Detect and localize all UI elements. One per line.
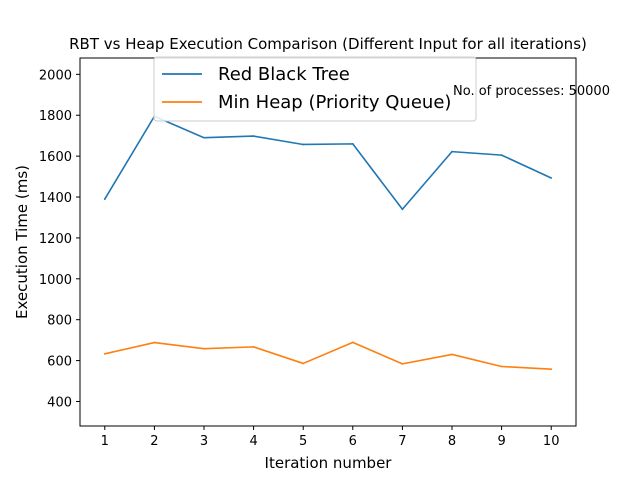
data-point: [351, 341, 354, 344]
data-point: [500, 365, 503, 368]
x-tick-label: 3: [200, 434, 208, 449]
y-tick-label: 1400: [39, 191, 72, 206]
process-count-annotation: No. of processes: 50000: [453, 84, 610, 99]
x-tick-label: 10: [543, 434, 560, 449]
data-point: [351, 142, 354, 145]
series-line-min-heap: [104, 341, 552, 370]
x-tick-label: 2: [150, 434, 158, 449]
y-tick-label: 1200: [39, 232, 72, 247]
legend-label: Red Black Tree: [218, 64, 350, 85]
x-tick-label: 5: [299, 434, 307, 449]
x-tick-label: 9: [497, 434, 505, 449]
series-line-red-black-tree: [104, 115, 552, 211]
data-point: [451, 353, 453, 356]
x-tick-label: 7: [398, 434, 406, 449]
data-point: [550, 368, 553, 371]
x-tick-label: 8: [448, 434, 456, 449]
data-point: [203, 347, 205, 350]
data-point: [500, 154, 503, 157]
y-tick-label: 1600: [39, 150, 72, 165]
y-tick-label: 600: [47, 355, 72, 370]
data-point: [103, 198, 106, 200]
data-point: [401, 208, 404, 211]
y-tick-label: 800: [47, 314, 72, 329]
chart-title: RBT vs Heap Execution Comparison (Differ…: [69, 35, 587, 53]
y-tick-label: 1000: [39, 273, 72, 288]
data-point: [302, 143, 305, 146]
y-axis-label: Execution Time (ms): [13, 165, 31, 319]
legend-box: [153, 56, 477, 122]
data-point: [550, 177, 553, 179]
x-tick-label: 1: [101, 434, 109, 449]
data-point: [252, 345, 255, 348]
y-tick-label: 400: [47, 395, 72, 410]
data-point: [153, 341, 156, 344]
y-tick-label: 2000: [39, 68, 72, 83]
data-point: [203, 136, 205, 139]
data-point: [103, 352, 106, 355]
y-tick-label: 1800: [39, 109, 72, 124]
data-point: [302, 362, 305, 365]
x-axis-label: Iteration number: [265, 454, 393, 472]
data-point: [401, 362, 404, 365]
legend-label: Min Heap (Priority Queue): [218, 92, 451, 113]
legend: Red Black Tree Min Heap (Priority Queue): [153, 56, 477, 122]
data-point: [451, 150, 453, 153]
x-tick-label: 6: [349, 434, 357, 449]
plot-area: 1 2 3 4 5 6 7 8 9 10 400 600 800 1000 1200 1400 1600 1800…: [39, 68, 560, 449]
data-point: [252, 135, 255, 137]
x-tick-label: 4: [249, 434, 257, 449]
